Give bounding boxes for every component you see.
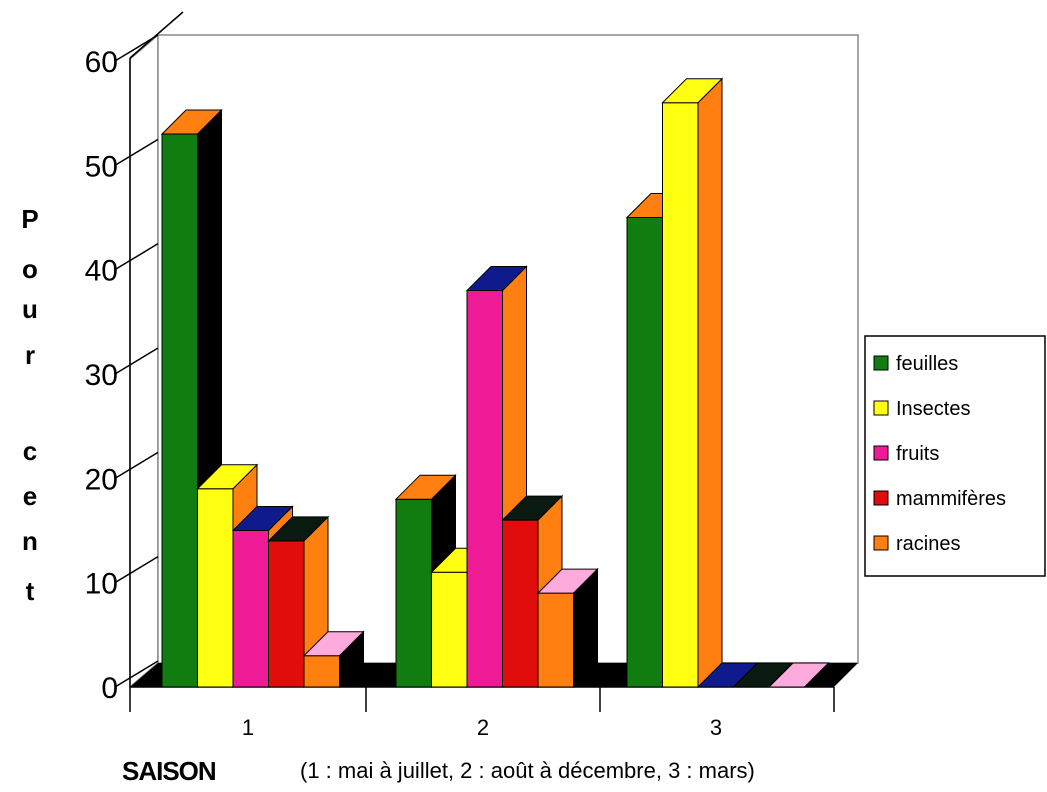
y-tick-mark [114,138,159,166]
y-tick-mark [114,243,159,271]
bar-top [160,109,223,135]
bar-front [303,655,340,688]
x-axis: 1 2 3 [129,686,835,740]
bar [661,77,724,689]
bar-front [662,102,699,688]
legend-swatch [873,355,889,371]
legend-label: fruits [896,443,939,465]
y-axis-label-letter: P [21,204,38,234]
bar-top [394,474,457,500]
y-tick-label: 0 [101,672,118,705]
bar-top [267,516,330,542]
bar-front [502,519,539,688]
y-tick-label: 50 [85,150,118,183]
legend-swatch [873,445,889,461]
bar-top [501,495,564,521]
bar [302,630,365,689]
y-axis-label-letter: e [23,481,37,511]
x-tick-label: 1 [242,715,254,740]
bar-top [196,464,259,490]
bar-front [197,488,234,688]
y-axis-label-letter: n [22,526,38,556]
y-tick-mark [114,34,159,62]
bar-top [661,78,724,104]
legend-label: Insectes [896,398,970,420]
legend-swatch [873,400,889,416]
y-tick-mark [114,556,159,584]
y-tick-mark [114,451,159,479]
legend-box [864,335,1046,577]
y-axis-top-line [129,11,184,59]
y-tick-label: 40 [85,255,118,288]
bar-top [767,662,830,688]
y-tick-mark [114,660,159,688]
y-tick-label: 30 [85,359,118,392]
bar-front [537,592,574,688]
legend-swatch [873,535,889,551]
legend-label: feuilles [896,353,958,375]
bar-front [268,540,305,688]
bar [536,567,599,689]
legend-label: mammifères [896,488,1006,510]
x-axis-label: SAISON [122,756,216,786]
bar-front [161,133,198,688]
bar-top [465,266,528,292]
bar-top [231,506,294,531]
y-axis: 0 10 20 30 40 50 60 [85,11,184,705]
bar-front [626,217,663,688]
bar-top [302,631,365,657]
x-tick-label: 3 [710,715,722,740]
bar-front [466,290,503,688]
legend-swatch [873,490,889,506]
bar-front [232,530,269,688]
y-tick-label: 10 [85,568,118,601]
bars [160,77,830,689]
x-axis-note: (1 : mai à juillet, 2 : août à décembre,… [300,758,755,783]
x-tick-label: 2 [477,715,489,740]
y-axis-label-letter: o [22,254,38,284]
bar-front [395,498,432,688]
bar-side [697,77,723,689]
y-tick-mark [114,347,159,375]
y-tick-label: 20 [85,463,118,496]
y-axis-label-letter: c [23,436,37,466]
bar [767,662,830,688]
legend: feuilles Insectes fruits mammifères racines [864,335,1046,577]
left-wall [129,33,159,689]
bar-top [536,568,599,594]
y-tick-label: 60 [85,46,118,79]
y-axis-label-letter: u [22,294,38,324]
y-axis-label-letter: t [26,576,35,606]
bar-front [431,571,468,688]
legend-label: racines [896,533,960,555]
y-axis-label-letter: r [25,340,35,370]
